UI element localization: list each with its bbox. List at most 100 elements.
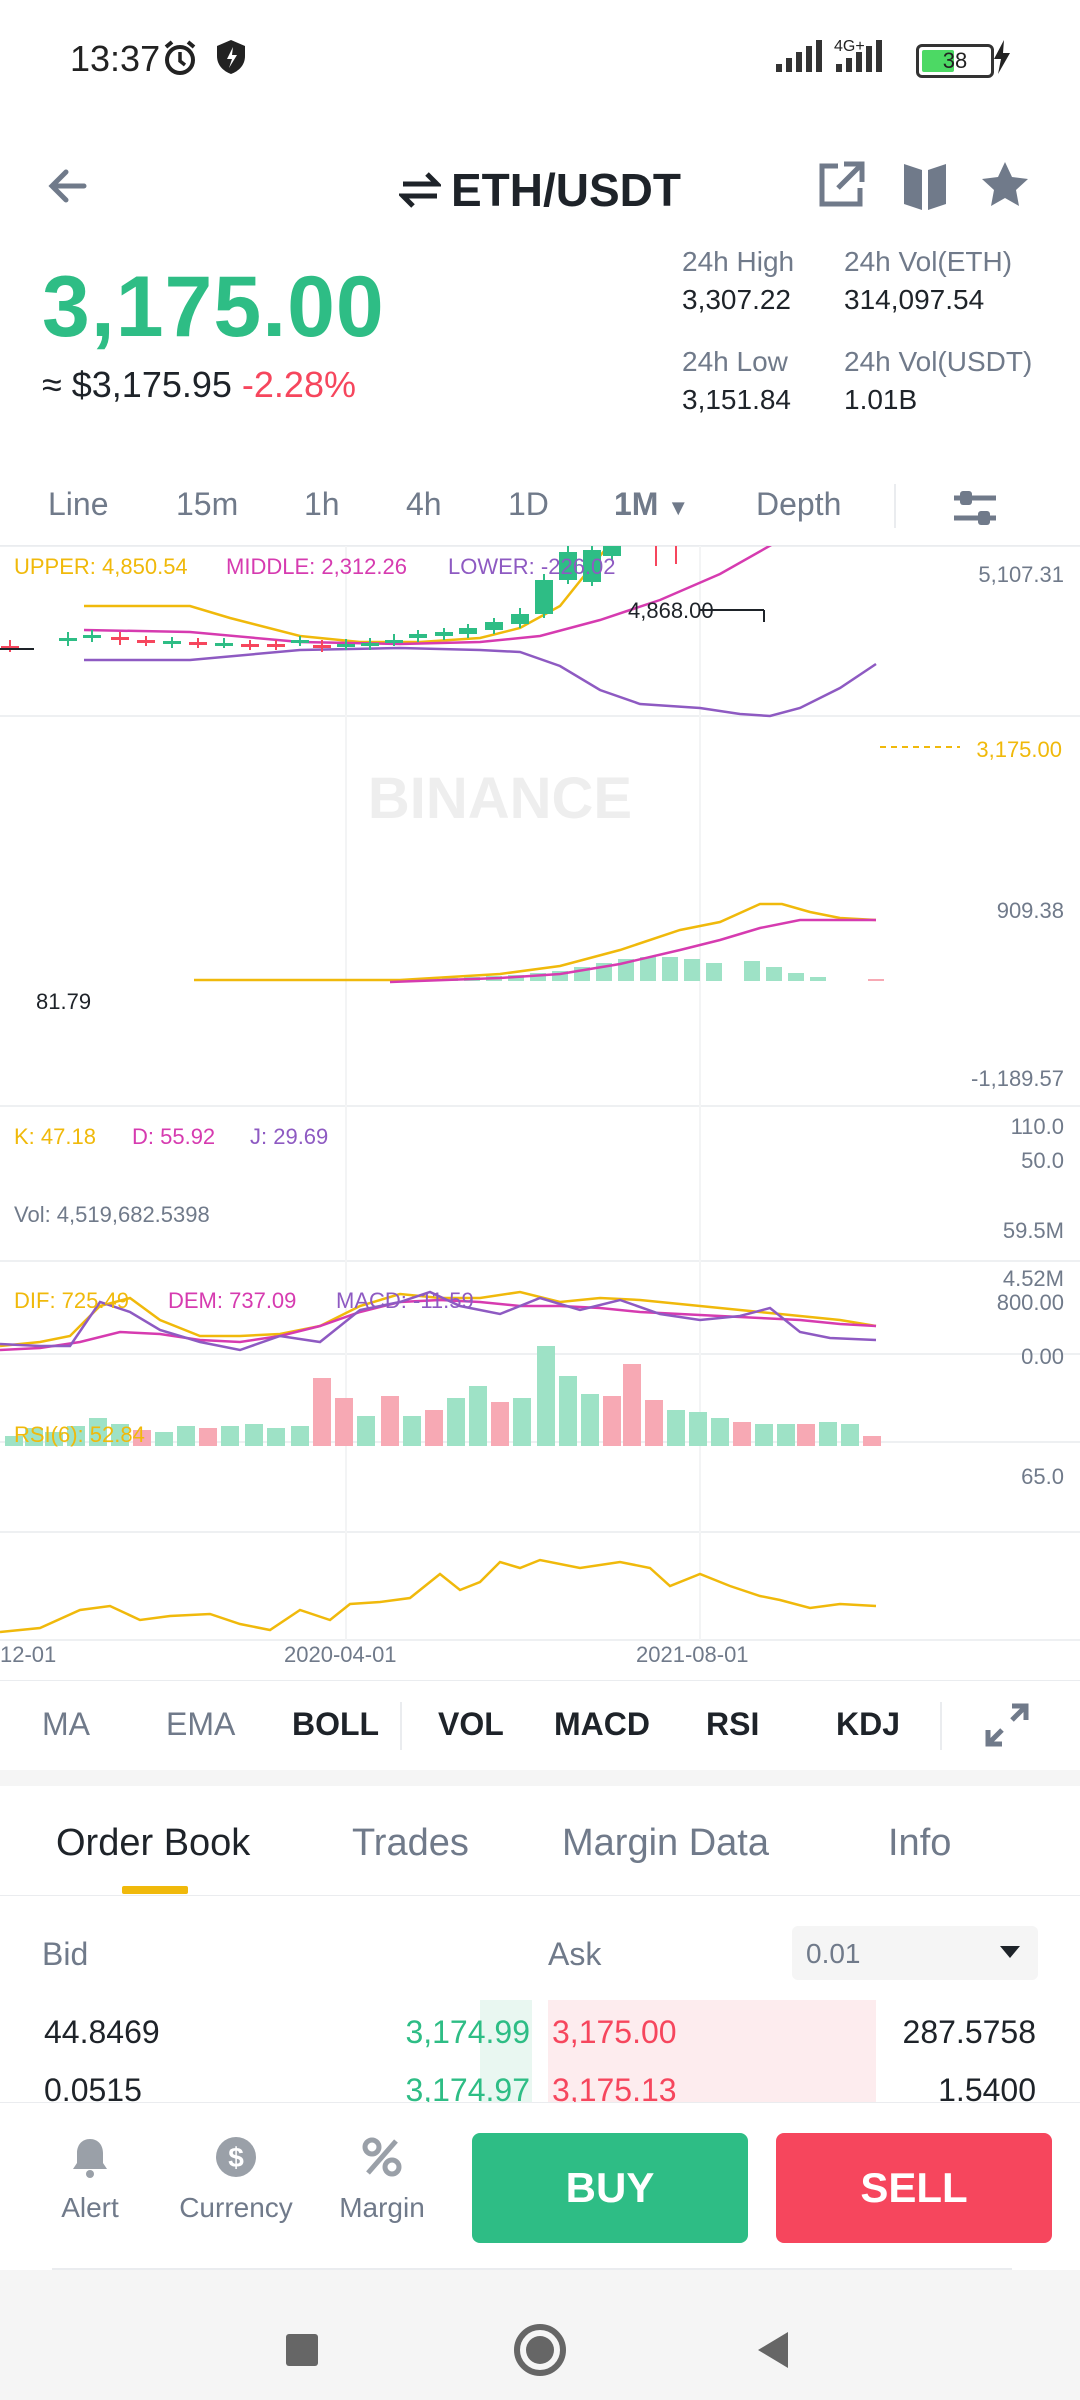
battery-level: 38 xyxy=(942,48,968,73)
tab-order-book[interactable]: Order Book xyxy=(56,1822,251,1864)
ind-kdj[interactable]: KDJ xyxy=(836,1706,901,1742)
macd-histogram-bar xyxy=(552,971,568,981)
volume-bar xyxy=(733,1422,751,1446)
candle-body xyxy=(111,637,129,640)
candle-body xyxy=(511,614,529,624)
ask-qty: 287.5758 xyxy=(902,2014,1036,2050)
macd-dem: DEM: 737.09 xyxy=(168,1288,297,1313)
volume-bar xyxy=(513,1398,531,1446)
volume-bar xyxy=(559,1376,577,1446)
volume-bar xyxy=(45,1432,63,1446)
ind-macd[interactable]: MACD xyxy=(554,1706,650,1742)
bid-header: Bid xyxy=(42,1936,89,1972)
back-arrow-icon[interactable] xyxy=(40,156,100,216)
boll-lower: LOWER: -226.02 xyxy=(448,554,616,579)
volume-bar xyxy=(357,1416,375,1446)
volume-bar xyxy=(403,1416,421,1446)
price-subline: ≈ $3,175.95 -2.28% xyxy=(42,364,356,406)
volume-bar xyxy=(777,1424,795,1446)
signal-icon xyxy=(776,40,822,72)
ind-rsi[interactable]: RSI xyxy=(706,1706,760,1742)
kdj-j-line xyxy=(0,1290,877,1352)
orderbook-row[interactable]: 44.8469 3,174.99 3,175.00 287.5758 xyxy=(0,2014,1080,2070)
bid-price: 3,174.99 xyxy=(405,2014,530,2050)
price-change: -2.28% xyxy=(241,364,356,405)
pair-selector[interactable]: ETH/USDT xyxy=(0,163,1080,221)
candle-body xyxy=(215,643,233,646)
volume-bar xyxy=(335,1398,353,1446)
home-icon[interactable] xyxy=(514,2324,566,2376)
volume-bar xyxy=(5,1436,23,1446)
candle-body xyxy=(409,634,427,638)
axis-vol-top: 59.5M xyxy=(1002,1218,1064,1243)
x-label-1: 12-01 xyxy=(0,1642,57,1667)
macd-value: MACD: -11.59 xyxy=(336,1288,474,1313)
tf-1m[interactable]: 1M ▼ xyxy=(614,486,689,523)
ind-ema[interactable]: EMA xyxy=(166,1706,236,1742)
high-label: 24h High xyxy=(682,246,795,277)
vol-eth-label: 24h Vol(ETH) xyxy=(844,246,1013,277)
charging-icon xyxy=(992,40,1012,83)
ind-vol[interactable]: VOL xyxy=(438,1706,504,1742)
volume-bar xyxy=(425,1410,443,1446)
volume-bar xyxy=(863,1436,881,1446)
macd-histogram-bar xyxy=(640,957,656,981)
volume-bar xyxy=(221,1426,239,1446)
volume-bar xyxy=(447,1398,465,1446)
tf-1h[interactable]: 1h xyxy=(304,486,340,522)
book-icon[interactable] xyxy=(898,158,952,212)
margin-button[interactable]: Margin xyxy=(322,2135,442,2224)
share-icon[interactable] xyxy=(814,158,868,212)
sell-button[interactable]: SELL xyxy=(776,2133,1052,2243)
macd-histogram-bar xyxy=(766,967,782,981)
tf-4h[interactable]: 4h xyxy=(406,486,442,522)
ask-depth-bar xyxy=(548,2000,876,2102)
back-icon[interactable] xyxy=(754,2330,790,2370)
volume-bar xyxy=(381,1396,399,1446)
shield-icon xyxy=(214,38,248,85)
currency-button[interactable]: $ Currency xyxy=(176,2135,296,2224)
volume-bar xyxy=(667,1410,685,1446)
macd-histogram-bar xyxy=(810,977,826,981)
axis-vol-bottom: 4.52M xyxy=(1002,1266,1064,1291)
alert-button[interactable]: Alert xyxy=(30,2135,150,2224)
rsi-line xyxy=(0,1558,877,1634)
recents-icon[interactable] xyxy=(286,2334,318,2366)
tf-depth[interactable]: Depth xyxy=(756,486,842,522)
volume-bar xyxy=(623,1364,641,1446)
rsi-line xyxy=(0,1558,877,1634)
tf-1d[interactable]: 1D xyxy=(508,486,549,522)
vol-usdt-value: 1.01B xyxy=(844,384,918,415)
volume-bar xyxy=(313,1378,331,1446)
last-price: 3,175.00 xyxy=(42,259,385,355)
divider xyxy=(940,1702,942,1750)
watermark: BINANCE xyxy=(368,766,632,831)
tab-info[interactable]: Info xyxy=(888,1822,952,1864)
ind-ma[interactable]: MA xyxy=(42,1706,90,1742)
divider xyxy=(894,484,896,528)
volume-bar xyxy=(797,1424,815,1446)
volume-bar xyxy=(819,1422,837,1446)
margin-label: Margin xyxy=(339,2192,425,2223)
kline-chart[interactable]: BINANCE 3,175.00 4,868.00 81.79 UPPER: 4… xyxy=(0,388,1080,1667)
tf-line[interactable]: Line xyxy=(48,486,109,522)
vol-label: Vol: 4,519,682.5398 xyxy=(14,1202,210,1227)
candle-body xyxy=(83,635,101,638)
ind-boll[interactable]: BOLL xyxy=(292,1706,380,1742)
volume-bar xyxy=(491,1402,509,1446)
rsi-label: RSI(6): 52.84 xyxy=(14,1422,145,1447)
tab-margin-data[interactable]: Margin Data xyxy=(562,1822,769,1864)
tab-trades[interactable]: Trades xyxy=(352,1822,469,1864)
candle-body xyxy=(459,628,477,634)
low-label: 24h Low xyxy=(682,346,788,377)
volume-bar xyxy=(199,1428,217,1446)
axis-macd-zero: 0.00 xyxy=(1021,1344,1064,1369)
chart-settings-icon[interactable] xyxy=(952,486,998,535)
candle-body xyxy=(435,632,453,636)
tf-15m[interactable]: 15m xyxy=(176,486,239,522)
star-icon[interactable] xyxy=(978,158,1032,212)
ask-price: 3,175.00 xyxy=(552,2014,677,2050)
buy-button[interactable]: BUY xyxy=(472,2133,748,2243)
expand-icon[interactable] xyxy=(984,1702,1030,1753)
precision-select[interactable]: 0.01 xyxy=(792,1926,1038,1980)
